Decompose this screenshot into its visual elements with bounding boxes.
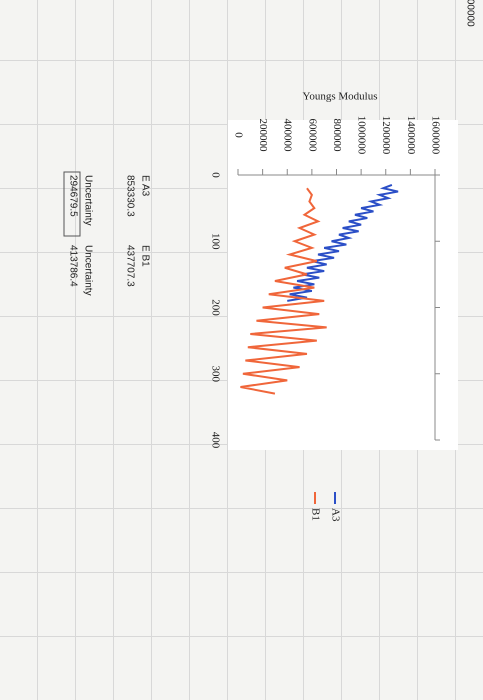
x-tick-label: 100 — [209, 233, 221, 250]
y-tick-label: 0 — [232, 132, 244, 138]
cell-text: E A3 — [139, 175, 150, 197]
x-tick-label: 400 — [209, 432, 221, 449]
y-tick-label: 200000 — [257, 119, 269, 153]
x-tick-label: 300 — [209, 366, 221, 383]
x-tick-label: 0 — [209, 172, 221, 178]
x-tick-label: 200 — [209, 299, 221, 316]
cell-text: 294679.5 — [67, 175, 78, 217]
y-tick-label: 400000 — [282, 119, 294, 153]
selected-cell[interactable] — [63, 171, 81, 237]
y-tick-label: 800000 — [331, 119, 343, 153]
series-line — [287, 184, 399, 302]
cell-text: 853330.3 — [124, 175, 135, 217]
legend-label: A3 — [329, 508, 341, 522]
cell-text: 437707.3 — [124, 245, 135, 287]
cell-text: Uncertainty — [82, 245, 93, 296]
cell-text: 413786.4 — [67, 245, 78, 287]
y-tick-label: 1400000 — [405, 116, 417, 155]
y-tick-label: 1200000 — [380, 116, 392, 155]
series-line — [240, 187, 327, 395]
legend-label: B1 — [309, 508, 321, 521]
y-tick-label: 600000 — [306, 119, 318, 153]
chart-title: Youngs Modulus — [303, 91, 378, 103]
cell-text: 400000 — [464, 0, 475, 27]
cell-text: Uncertainty — [82, 175, 93, 226]
y-tick-label: 1000000 — [356, 116, 368, 155]
y-tick-label: 1600000 — [429, 116, 441, 155]
cell-text: E B1 — [139, 245, 150, 267]
